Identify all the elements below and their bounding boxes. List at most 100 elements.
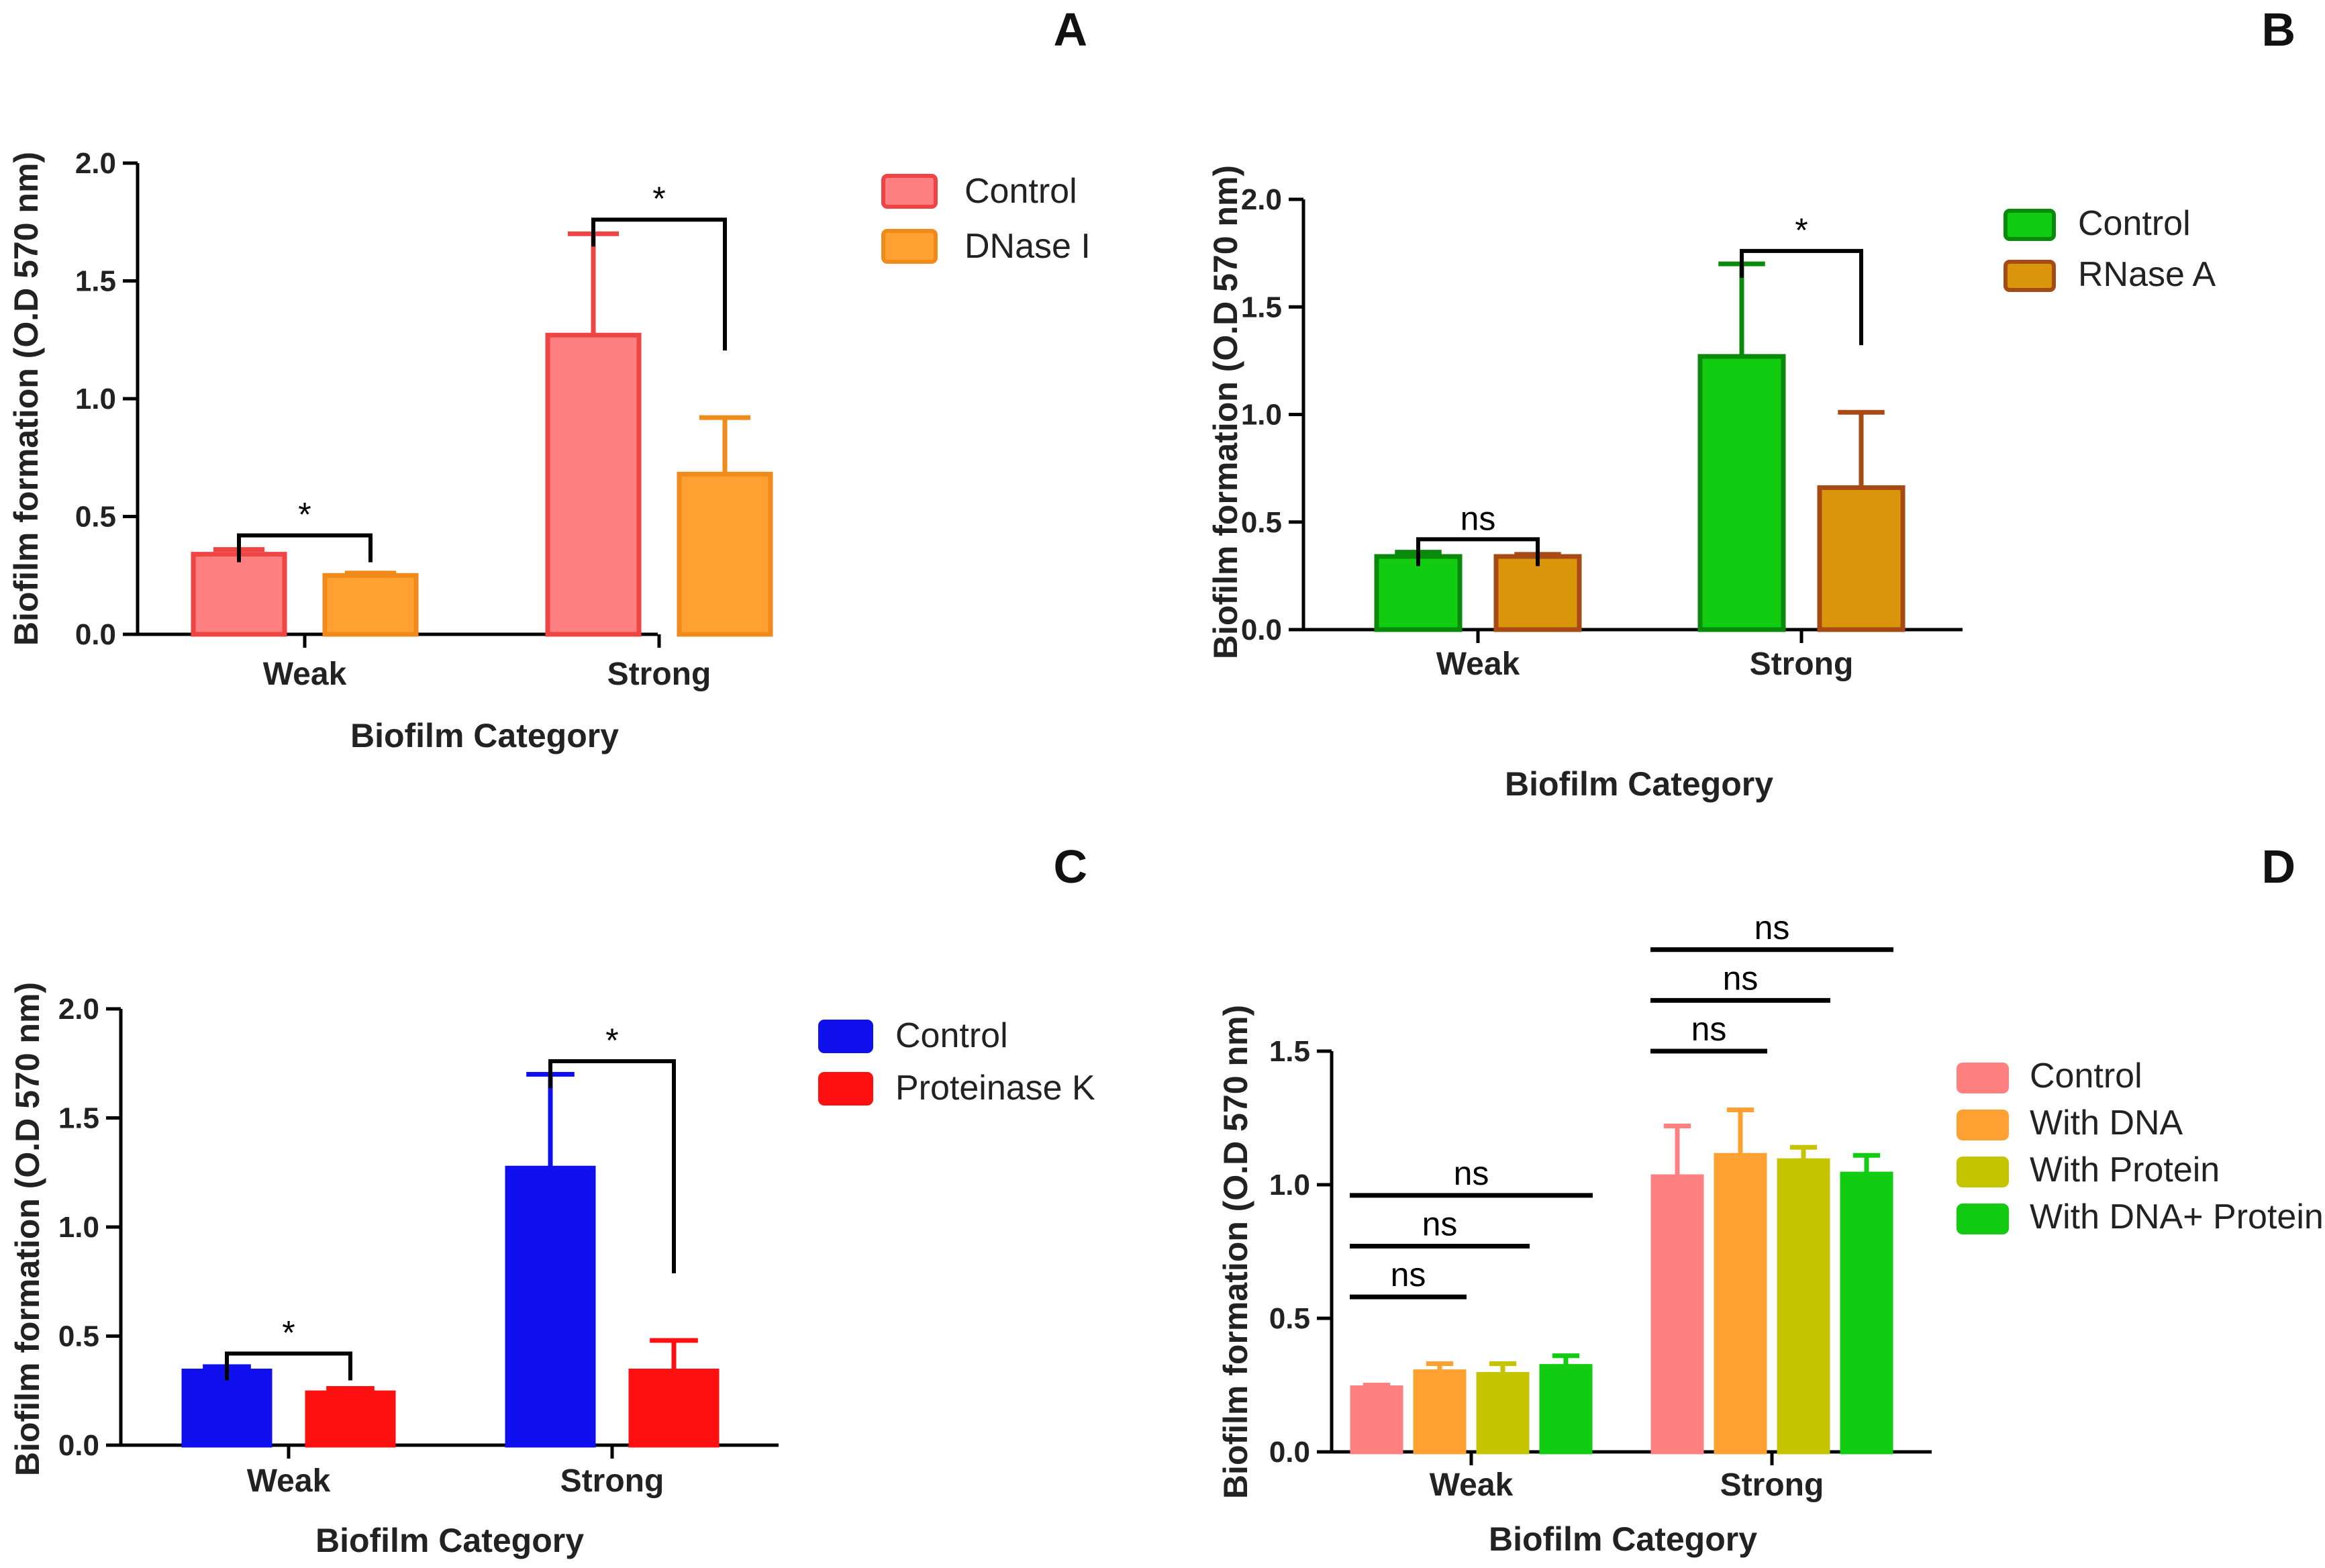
y-tick-label: 1.0: [58, 1211, 99, 1244]
panel-letter: A: [1053, 3, 1087, 56]
bar: [505, 1165, 596, 1448]
legend-swatch: [1957, 1063, 2009, 1093]
legend-swatch: [881, 174, 938, 209]
y-tick-label: 1.0: [1269, 1169, 1310, 1202]
bar: [1413, 1369, 1467, 1455]
legend-swatch: [2004, 260, 2056, 292]
significance-bracket: [591, 217, 727, 351]
legend-label: Control: [2030, 1057, 2142, 1095]
legend-label: DNase I: [964, 227, 1091, 266]
x-tick-label: Weak: [1436, 646, 1520, 682]
legend: Control DNase I: [881, 172, 1091, 266]
y-tick-label: 1.0: [75, 383, 116, 415]
legend-swatch: [818, 1072, 873, 1106]
y-tick-label: 0.0: [1241, 614, 1282, 646]
legend-label: Control: [964, 172, 1077, 211]
x-axis-title: Biofilm Category: [1489, 1520, 1757, 1558]
significance-bracket: [225, 1351, 352, 1381]
legend-swatch: [1957, 1110, 2009, 1140]
chart-panel-b: B 0.0 0.5 1.0 1.5 2.0 Weak Strong Biofilm Catego…: [1207, 3, 2295, 803]
y-tick-label: 1.5: [1241, 291, 1282, 324]
x-tick-label: Weak: [247, 1463, 331, 1499]
legend-label: With Protein: [2030, 1150, 2220, 1189]
bar: [1350, 1385, 1403, 1455]
panel-letter: C: [1053, 840, 1087, 893]
significance-label: ns: [1754, 909, 1790, 946]
y-tick-label: 2.0: [75, 147, 116, 180]
significance-label: ns: [1422, 1206, 1458, 1243]
y-axis-title: Biofilm formation (O.D 570 nm): [1217, 1005, 1254, 1499]
x-tick-label: Weak: [263, 656, 347, 692]
bar: [545, 332, 642, 637]
y-tick-label: 0.5: [1269, 1302, 1310, 1335]
legend-swatch: [818, 1020, 873, 1053]
y-tick-label: 0.5: [1241, 506, 1282, 539]
bar: [1493, 554, 1582, 632]
significance-bracket: [548, 1059, 676, 1273]
bar: [191, 552, 287, 637]
y-axis-title: Biofilm formation (O.D 570 nm): [7, 152, 45, 646]
significance-label: *: [282, 1314, 295, 1352]
significance-bracket: [1740, 248, 1863, 346]
bar: [305, 1390, 396, 1448]
x-tick-label: Strong: [560, 1463, 664, 1499]
bar: [1840, 1171, 1893, 1455]
significance-bracket: [237, 533, 373, 562]
y-tick-label: 1.5: [1269, 1035, 1310, 1068]
bar: [1697, 354, 1786, 632]
bar: [1817, 485, 1906, 632]
y-tick-label: 1.5: [75, 265, 116, 298]
y-tick-label: 0.0: [58, 1429, 99, 1462]
x-tick-label: Strong: [1720, 1467, 1824, 1503]
y-tick-label: 0.5: [75, 501, 116, 534]
bar: [322, 573, 419, 637]
significance-label: ns: [1691, 1010, 1727, 1048]
y-axis-title: Biofilm formation (O.D 570 nm): [1207, 165, 1244, 659]
chart-panel-c: C 0.0 0.5 1.0 1.5 2.0 Weak Strong Biofilm Catego…: [9, 840, 1095, 1559]
legend: Control With DNA With Protein With DNA+ Pro…: [1957, 1057, 2324, 1236]
y-tick-label: 2.0: [1241, 183, 1282, 216]
chart-panel-a: A 0.0 0.5 1.0 1.5 2.0 Weak Strong Biofilm Catego…: [7, 3, 1091, 754]
y-tick-label: 1.0: [1241, 399, 1282, 432]
legend-swatch: [2004, 209, 2056, 241]
panel-letter: D: [2261, 840, 2295, 893]
bar: [1476, 1372, 1530, 1455]
legend-swatch: [1957, 1204, 2009, 1234]
significance-label: *: [652, 180, 665, 217]
x-tick-label: Strong: [607, 656, 711, 692]
x-axis-title: Biofilm Category: [1505, 765, 1773, 803]
x-axis-title: Biofilm Category: [350, 717, 619, 754]
panel-letter: B: [2261, 3, 2295, 56]
significance-label: ns: [1454, 1155, 1489, 1192]
legend-label: RNase A: [2078, 255, 2216, 294]
significance-label: *: [605, 1022, 618, 1059]
bar: [677, 471, 773, 637]
bar: [1777, 1158, 1830, 1455]
significance-label: *: [298, 496, 311, 534]
bar: [1650, 1174, 1704, 1455]
legend-label: Control: [895, 1016, 1008, 1055]
significance-bracket: [1416, 537, 1540, 567]
legend-label: With DNA+ Protein: [2030, 1197, 2324, 1236]
y-tick-label: 2.0: [58, 993, 99, 1026]
bar: [628, 1369, 720, 1448]
x-axis-title: Biofilm Category: [315, 1522, 584, 1559]
legend-label: Control: [2078, 204, 2191, 243]
legend-label: Proteinase K: [895, 1069, 1095, 1108]
y-tick-label: 1.5: [58, 1102, 99, 1135]
y-tick-label: 0.5: [58, 1320, 99, 1353]
legend: Control Proteinase K: [818, 1016, 1095, 1108]
bar: [1374, 554, 1463, 632]
legend-label: With DNA: [2030, 1104, 2183, 1142]
chart-panel-d: D 0.0 0.5 1.0 1.5 Weak Strong Biofilm Category B…: [1217, 840, 2324, 1558]
legend: Control RNase A: [2004, 204, 2216, 294]
bar: [1714, 1153, 1767, 1455]
significance-label: ns: [1461, 499, 1496, 537]
legend-swatch: [881, 229, 938, 264]
x-tick-label: Strong: [1750, 646, 1854, 682]
y-axis-title: Biofilm formation (O.D 570 nm): [9, 982, 46, 1476]
x-tick-label: Weak: [1430, 1467, 1514, 1503]
significance-label: ns: [1391, 1256, 1426, 1293]
legend-swatch: [1957, 1157, 2009, 1187]
significance-label: *: [1795, 211, 1808, 249]
